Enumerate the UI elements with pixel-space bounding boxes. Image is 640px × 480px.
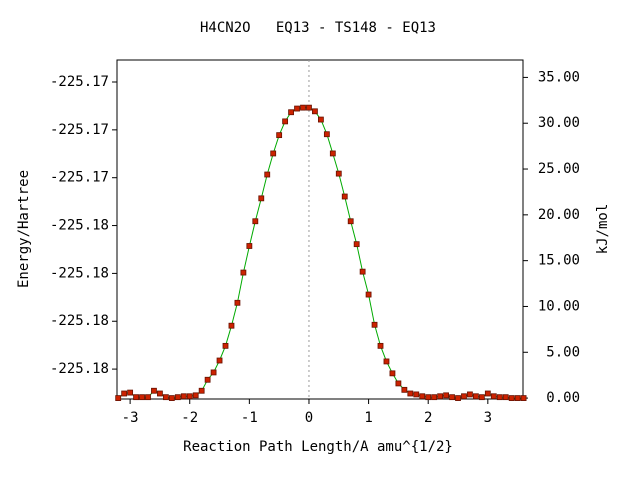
y-tick-label: -225.18 bbox=[50, 218, 109, 234]
data-point bbox=[139, 394, 145, 401]
x-tick-label: -3 bbox=[122, 410, 139, 426]
y2-axis-label: kJ/mol bbox=[595, 204, 611, 255]
data-point bbox=[365, 291, 372, 298]
data-point bbox=[425, 394, 432, 401]
data-point bbox=[467, 391, 473, 398]
data-point bbox=[198, 387, 205, 394]
data-point bbox=[121, 390, 128, 397]
y2-tick-label: 25.00 bbox=[538, 161, 580, 177]
data-point bbox=[282, 118, 289, 125]
y-tick-label: -225.17 bbox=[50, 74, 109, 90]
data-point bbox=[508, 395, 515, 401]
y-tick-label: -225.18 bbox=[50, 361, 109, 377]
data-point bbox=[413, 391, 420, 398]
y2-tick-label: 15.00 bbox=[538, 253, 580, 269]
y-axis-label: Energy/Hartree bbox=[16, 170, 32, 288]
data-point bbox=[383, 358, 390, 365]
data-point bbox=[240, 269, 247, 276]
data-point bbox=[270, 150, 277, 157]
data-point bbox=[317, 116, 324, 123]
y2-tick-label: 20.00 bbox=[538, 207, 580, 223]
data-point bbox=[186, 393, 193, 400]
data-point bbox=[407, 390, 414, 397]
data-point bbox=[389, 370, 396, 377]
data-point bbox=[222, 342, 229, 349]
data-line bbox=[117, 107, 524, 399]
data-point bbox=[294, 105, 300, 112]
data-point bbox=[490, 393, 497, 400]
y2-tick-label: 5.00 bbox=[546, 344, 580, 360]
data-point bbox=[162, 394, 169, 401]
data-point bbox=[228, 322, 235, 329]
data-point bbox=[151, 387, 157, 394]
data-point bbox=[168, 395, 175, 401]
y2-tick-label: 0.00 bbox=[546, 390, 580, 406]
data-point bbox=[449, 394, 455, 401]
data-point bbox=[431, 394, 438, 401]
data-point bbox=[341, 193, 348, 200]
data-point bbox=[401, 386, 408, 393]
data-point bbox=[377, 342, 384, 349]
y2-tick-label: 30.00 bbox=[538, 115, 580, 131]
plot-frame bbox=[116, 59, 524, 400]
data-point bbox=[461, 393, 467, 400]
data-point bbox=[288, 109, 294, 116]
data-point bbox=[192, 392, 199, 399]
data-point bbox=[371, 321, 378, 328]
data-point bbox=[145, 394, 151, 401]
data-point bbox=[312, 108, 318, 115]
data-point bbox=[347, 218, 354, 225]
y2-tick-label: 10.00 bbox=[538, 298, 580, 314]
data-point bbox=[473, 393, 479, 400]
x-tick-label: -1 bbox=[241, 410, 258, 426]
data-point bbox=[484, 390, 491, 397]
x-tick-label: 1 bbox=[364, 410, 372, 426]
data-point bbox=[174, 394, 181, 401]
data-point bbox=[157, 390, 163, 397]
data-point bbox=[359, 268, 366, 275]
data-point bbox=[127, 389, 134, 396]
chart-title: H4CN2O EQ13 - TS148 - EQ13 bbox=[200, 20, 436, 36]
data-point bbox=[246, 243, 253, 249]
data-point bbox=[335, 170, 342, 177]
data-point bbox=[455, 395, 461, 401]
data-point bbox=[514, 395, 521, 401]
y-tick-label: -225.17 bbox=[50, 170, 109, 186]
data-point bbox=[204, 376, 211, 383]
data-point bbox=[502, 394, 509, 401]
data-point bbox=[234, 299, 241, 306]
data-point bbox=[496, 394, 503, 401]
data-point bbox=[258, 195, 265, 202]
y2-tick-label: 35.00 bbox=[538, 69, 580, 85]
data-point bbox=[216, 357, 223, 364]
data-point bbox=[115, 395, 122, 401]
data-point bbox=[306, 104, 312, 111]
data-point bbox=[180, 393, 187, 400]
data-point bbox=[520, 395, 527, 401]
data-point bbox=[300, 104, 306, 111]
data-point bbox=[395, 380, 402, 387]
y-tick-label: -225.17 bbox=[50, 122, 109, 138]
x-tick-label: 3 bbox=[484, 410, 492, 426]
x-tick-label: 0 bbox=[305, 410, 313, 426]
data-point bbox=[478, 394, 485, 401]
data-point bbox=[443, 392, 449, 399]
x-tick-label: 2 bbox=[424, 410, 432, 426]
data-point bbox=[353, 241, 360, 248]
x-axis-label: Reaction Path Length/A amu^{1/2} bbox=[183, 439, 453, 455]
data-point bbox=[133, 394, 139, 401]
data-point bbox=[210, 369, 217, 376]
x-tick-label: -2 bbox=[181, 410, 198, 426]
y-tick-label: -225.18 bbox=[50, 313, 109, 329]
y-tick-label: -225.18 bbox=[50, 265, 109, 281]
data-point bbox=[323, 131, 330, 138]
data-point bbox=[276, 132, 283, 139]
data-point bbox=[329, 150, 336, 157]
data-point bbox=[264, 171, 271, 178]
data-point bbox=[252, 218, 259, 225]
data-point bbox=[419, 393, 426, 400]
data-point bbox=[437, 393, 444, 400]
